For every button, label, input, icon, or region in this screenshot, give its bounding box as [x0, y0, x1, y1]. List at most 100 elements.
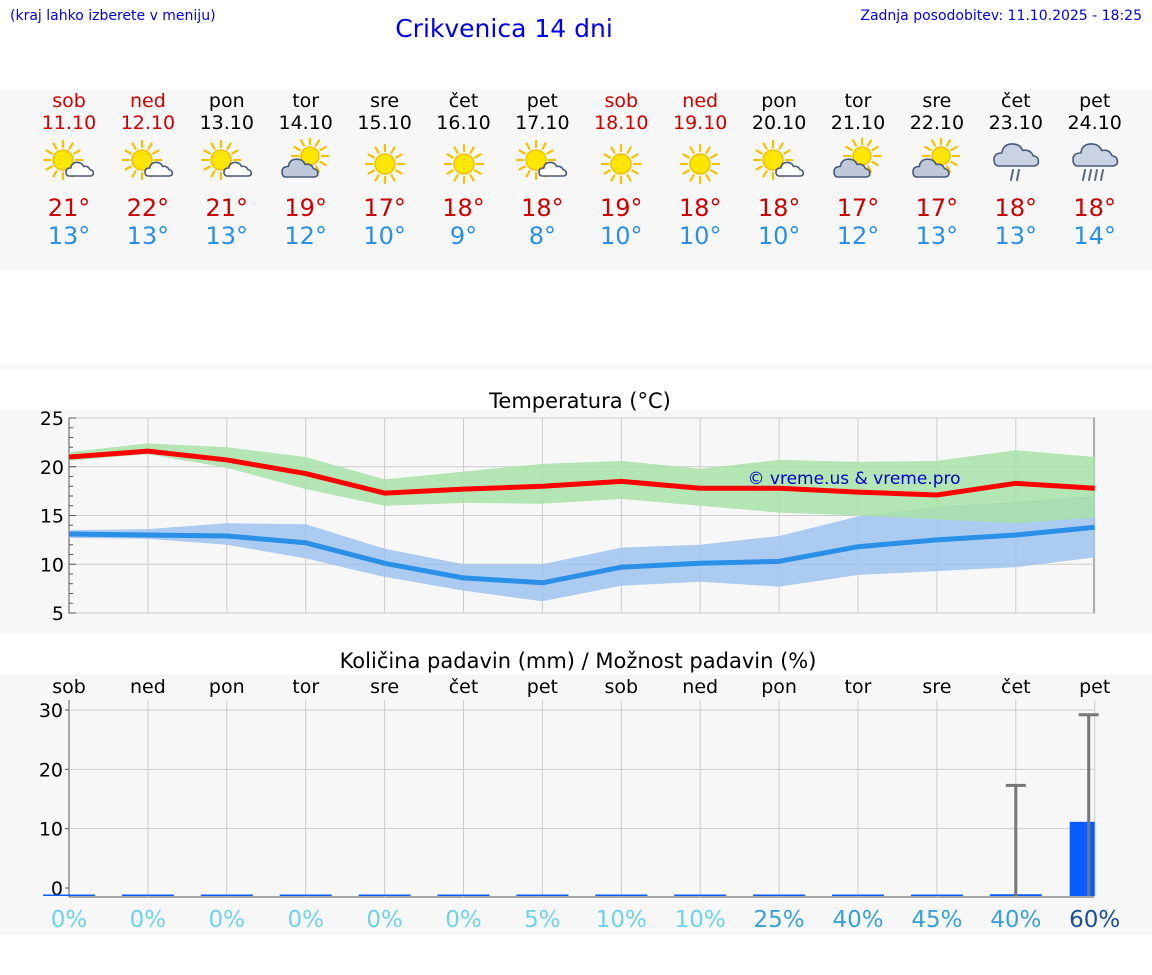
y-tick-label: 10 — [40, 554, 64, 576]
y-tick-label: 30 — [39, 700, 63, 722]
forecast-day: pon 20.10 18° 10° — [740, 90, 818, 250]
day-date: 19.10 — [672, 112, 728, 134]
precip-bar — [910, 894, 963, 896]
rain-cloud-icon — [992, 143, 1039, 181]
max-temp: 18° — [1073, 194, 1116, 222]
day-name: čet — [448, 90, 479, 112]
min-range-band — [69, 496, 1095, 602]
x-category-label: pet — [1079, 676, 1110, 698]
forecast-day: pet 17.10 18° 8° — [503, 90, 581, 250]
y-tick-label: 25 — [40, 408, 64, 430]
day-date: 13.10 — [199, 112, 254, 134]
day-date: 17.10 — [515, 112, 570, 134]
day-date: 24.10 — [1067, 112, 1122, 134]
min-temp: 9° — [449, 222, 478, 250]
x-category-label: sob — [605, 676, 639, 698]
max-temp: 19° — [284, 194, 327, 222]
precip-bar — [832, 894, 884, 896]
max-temp: 21° — [47, 194, 91, 222]
max-temp: 21° — [205, 194, 249, 222]
rain-probability: 5% — [524, 907, 561, 933]
cloud-sun-icon — [280, 138, 329, 178]
location-hint[interactable]: (kraj lahko izberete v meniju) — [10, 8, 216, 24]
max-temp: 18° — [442, 194, 485, 222]
precip-bar — [674, 894, 727, 896]
forecast-day: ned 19.10 18° 10° — [661, 90, 739, 250]
x-category-label: pon — [209, 676, 245, 698]
sun-cloud-icon — [200, 139, 252, 181]
last-update: Zadnja posodobitev: 11.10.2025 - 18:25 — [860, 8, 1142, 24]
max-temp: 18° — [678, 194, 722, 222]
rain-probability: 10% — [675, 907, 726, 933]
rain-probability: 0% — [51, 907, 88, 933]
rain-probability: 25% — [754, 907, 805, 933]
x-category-label: sre — [922, 676, 951, 698]
sun-icon — [443, 143, 484, 185]
min-temp-line — [68, 524, 1095, 586]
day-date: 20.10 — [751, 112, 807, 134]
forecast-day: pon 13.10 21° 13° — [188, 90, 266, 250]
sun-cloud-icon — [121, 139, 174, 181]
forecast-day: sre 22.10 17° 13° — [898, 90, 976, 250]
precip-bar — [753, 894, 806, 896]
day-date: 16.10 — [436, 112, 491, 134]
rain-probability: 0% — [209, 907, 246, 933]
x-category-label: tor — [845, 676, 872, 698]
min-temp: 8° — [528, 222, 557, 250]
day-name: sob — [604, 90, 639, 112]
rain-probability: 0% — [287, 907, 324, 933]
y-tick-label: 15 — [40, 506, 64, 528]
forecast-band — [0, 90, 1152, 270]
day-date: 21.10 — [830, 112, 886, 134]
x-category-label: tor — [292, 676, 319, 698]
max-temp: 17° — [915, 194, 959, 222]
min-temp: 10° — [757, 222, 801, 250]
cloud-sun-icon — [912, 138, 960, 178]
sun-icon — [680, 143, 721, 185]
precip-bar — [437, 894, 490, 896]
y-tick-label: 0 — [51, 878, 63, 900]
forecast-day: pet 24.10 18° 14° — [1056, 90, 1134, 250]
forecast-day: sob 11.10 21° 13° — [30, 90, 108, 250]
y-tick-label: 5 — [52, 603, 64, 625]
day-name: tor — [844, 90, 872, 112]
sun-icon — [364, 143, 405, 185]
min-temp: 13° — [915, 222, 959, 250]
precipitation-panel — [0, 675, 1152, 935]
page-title: Crikvenica 14 dni — [395, 14, 613, 43]
min-temp: 13° — [205, 222, 249, 250]
day-name: sob — [52, 90, 86, 112]
day-name: pet — [1079, 90, 1111, 112]
chart-title: Temperatura (°C) — [488, 389, 671, 413]
min-temp: 13° — [126, 222, 170, 250]
day-date: 14.10 — [278, 112, 333, 134]
precip-bar — [43, 894, 95, 896]
day-name: čet — [1001, 90, 1031, 112]
x-category-label: ned — [682, 676, 718, 698]
sun-cloud-icon — [42, 139, 95, 181]
min-temp: 10° — [678, 222, 722, 250]
precip-bar — [516, 894, 569, 896]
chart-title: Količina padavin (mm) / Možnost padavin … — [340, 649, 817, 673]
x-category-label: čet — [1001, 676, 1031, 698]
heavy-rain-cloud-icon — [1071, 143, 1118, 181]
forecast-day: sre 15.10 17° 10° — [346, 90, 424, 250]
min-temp: 13° — [994, 222, 1038, 250]
rain-probability: 10% — [596, 907, 647, 933]
rain-probability: 0% — [130, 907, 167, 933]
max-temp: 17° — [363, 194, 406, 222]
max-temp: 18° — [994, 194, 1038, 222]
y-tick-label: 20 — [40, 457, 64, 479]
day-name: ned — [682, 90, 719, 112]
x-category-label: pet — [527, 676, 558, 698]
rain-probability: 0% — [445, 907, 482, 933]
rain-probability: 60% — [1069, 907, 1120, 933]
day-date: 23.10 — [988, 112, 1043, 134]
forecast-day: sob 18.10 19° 10° — [582, 90, 660, 250]
rain-probability: 45% — [911, 907, 962, 933]
separator — [0, 365, 1152, 370]
precip-bar — [1069, 821, 1095, 896]
forecast-day: čet 23.10 18° 13° — [977, 90, 1055, 250]
min-temp: 13° — [47, 222, 91, 250]
max-temp: 18° — [757, 194, 801, 222]
